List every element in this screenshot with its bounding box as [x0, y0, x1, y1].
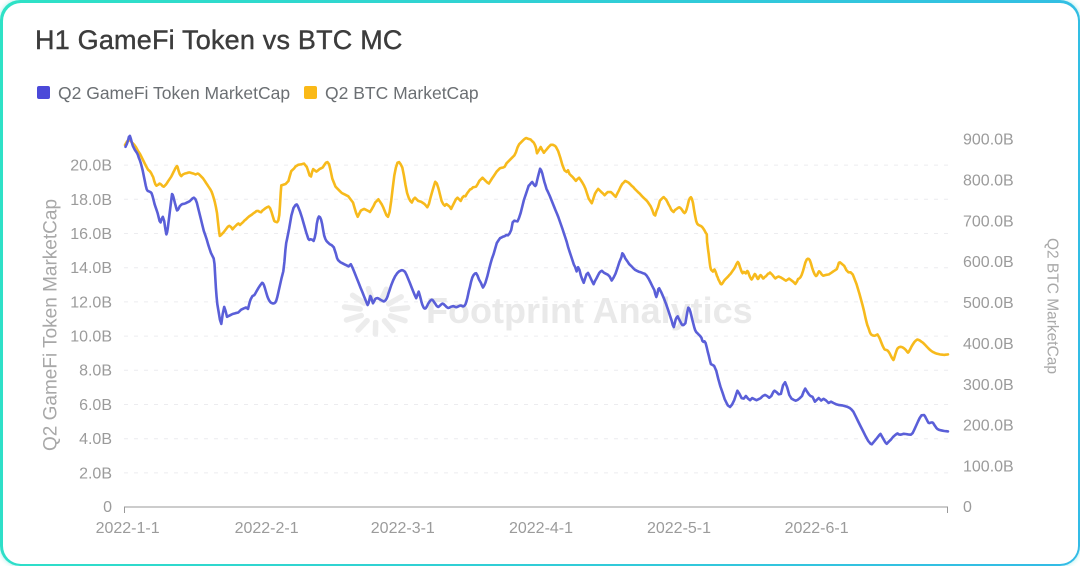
svg-text:2022-2-1: 2022-2-1 — [235, 520, 299, 537]
svg-text:0: 0 — [963, 499, 972, 516]
svg-text:16.0B: 16.0B — [70, 226, 112, 243]
svg-text:900.0B: 900.0B — [963, 132, 1014, 149]
svg-text:700.0B: 700.0B — [963, 213, 1014, 230]
svg-text:8.0B: 8.0B — [79, 363, 112, 380]
svg-text:0: 0 — [103, 499, 112, 516]
svg-text:500.0B: 500.0B — [963, 295, 1014, 312]
svg-text:Q2 GameFi Token MarketCap: Q2 GameFi Token MarketCap — [41, 199, 62, 451]
svg-text:2022-3-1: 2022-3-1 — [371, 520, 435, 537]
svg-text:300.0B: 300.0B — [963, 377, 1014, 394]
svg-text:100.0B: 100.0B — [963, 459, 1014, 476]
svg-text:12.0B: 12.0B — [70, 294, 112, 311]
svg-text:4.0B: 4.0B — [79, 431, 112, 448]
svg-text:10.0B: 10.0B — [70, 329, 112, 346]
svg-text:14.0B: 14.0B — [70, 260, 112, 277]
svg-text:400.0B: 400.0B — [963, 336, 1014, 353]
svg-text:2022-4-1: 2022-4-1 — [509, 520, 573, 537]
svg-text:2022-1-1: 2022-1-1 — [96, 520, 160, 537]
svg-text:20.0B: 20.0B — [70, 158, 112, 175]
svg-text:6.0B: 6.0B — [79, 397, 112, 414]
svg-text:2.0B: 2.0B — [79, 465, 112, 482]
svg-text:Q2 BTC MarketCap: Q2 BTC MarketCap — [1044, 238, 1061, 374]
svg-text:2022-6-1: 2022-6-1 — [785, 520, 849, 537]
svg-text:2022-5-1: 2022-5-1 — [647, 520, 711, 537]
svg-text:200.0B: 200.0B — [963, 418, 1014, 435]
svg-text:18.0B: 18.0B — [70, 192, 112, 209]
svg-text:600.0B: 600.0B — [963, 254, 1014, 271]
svg-text:800.0B: 800.0B — [963, 172, 1014, 189]
